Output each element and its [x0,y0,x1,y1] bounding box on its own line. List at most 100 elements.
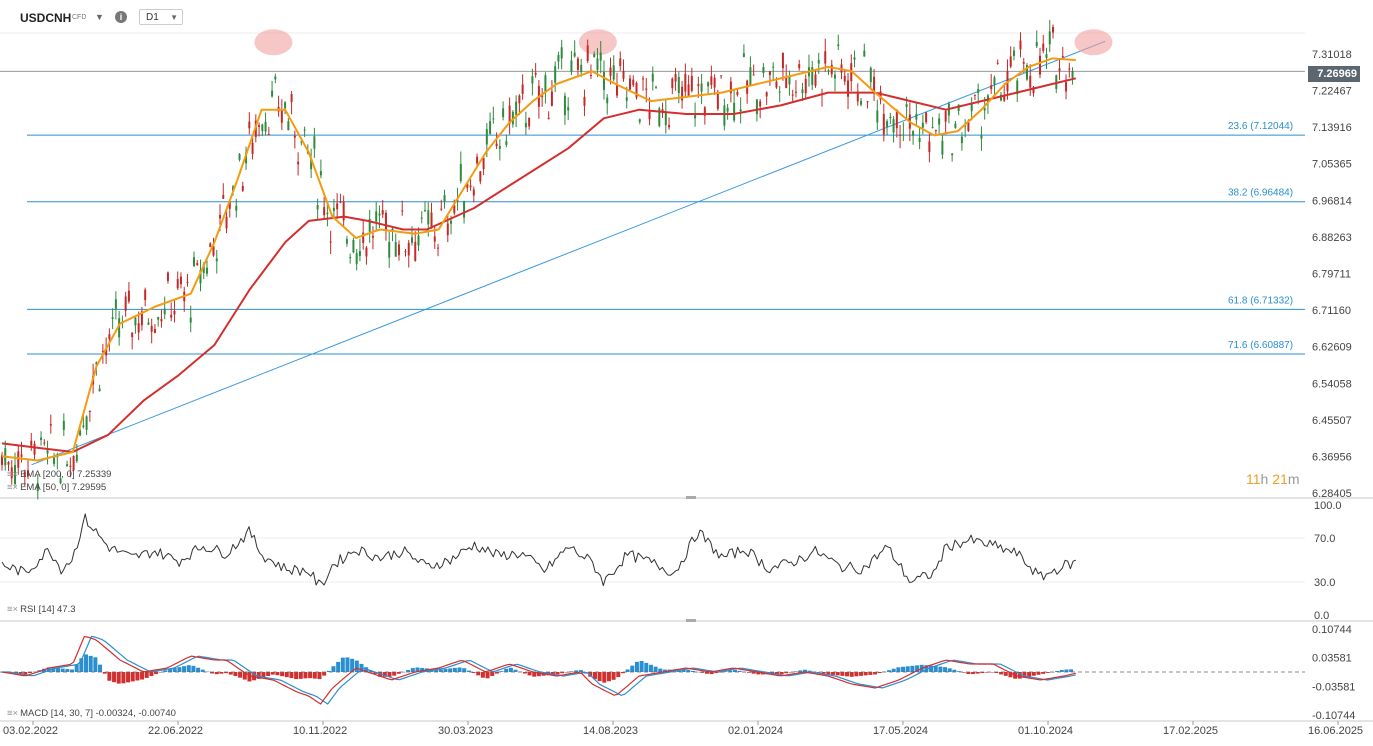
candle-body [661,109,664,112]
date-axis-label: 30.03.2023 [438,725,493,737]
candle-body [505,141,508,145]
candle-body [485,129,488,145]
candle-body [794,91,797,93]
macd-hist-bar [868,672,873,675]
candle-body [469,185,472,188]
macd-hist-bar [457,667,462,672]
candle-body [326,212,329,215]
candle-body [762,67,765,74]
legend-ema50[interactable]: ≡× EMA [50, 0] 7.29595 [7,482,106,493]
candle-body [713,77,716,88]
candle-body [394,242,397,257]
candles-group [1,19,1074,500]
candle-body [489,121,492,134]
candle-body [1058,68,1061,71]
candle-body [824,51,827,64]
macd-hist-bar [466,670,471,672]
macd-hist-bar [714,672,719,674]
candle-body [381,210,384,215]
macd-hist-bar [70,669,75,672]
macd-hist-bar [275,672,280,676]
candle-body [362,232,365,243]
macd-hist-bar [471,672,476,673]
macd-hist-bar [658,668,663,672]
settings-icon[interactable]: ≡× [7,469,19,480]
macd-hist-bar [877,672,882,674]
macd-hist-bar [798,670,803,672]
macd-hist-bar [60,668,65,672]
macd-hist-bar [560,672,565,674]
candle-body [931,127,934,129]
macd-hist-bar [1059,670,1064,672]
candle-body [1045,54,1048,58]
macd-hist-bar [298,672,303,679]
candle-body [772,66,775,68]
candle-body [602,72,605,90]
candle-body [424,210,427,212]
candle-body [284,102,287,109]
candle-body [417,235,420,246]
macd-hist-bar [88,655,93,672]
candle-body [7,462,10,465]
macd-hist-bar [350,658,355,672]
macd-hist-bar [1027,672,1032,677]
macd-hist-bar [46,667,51,672]
candle-body [160,318,163,322]
macd-hist-bar [704,672,709,674]
candle-body [114,299,117,309]
candle-body [873,76,876,93]
settings-icon[interactable]: ≡× [7,604,19,615]
candle-body [235,205,238,211]
symbol-dropdown-icon[interactable]: ▼ [95,12,104,22]
candle-body [547,117,550,120]
candle-body [977,89,980,94]
candle-body [124,296,127,311]
candle-body [75,454,78,462]
macd-hist-bar [140,672,145,680]
fib-level-label: 71.6 (6.60887) [1228,340,1293,351]
info-icon[interactable]: i [115,11,127,23]
candle-body [879,91,882,100]
candle-body [310,157,313,170]
macd-hist-bar [84,654,89,672]
candle-body [293,135,296,138]
macd-hist-bar [807,670,812,672]
macd-hist-bar [1064,669,1069,672]
macd-hist-bar [831,672,836,675]
candle-body [781,52,784,69]
candle-body [414,241,417,261]
timeframe-select[interactable]: D1 ▼ [139,9,183,25]
macd-hist-bar [718,672,723,673]
candle-body [899,134,902,136]
macd-hist-bar [354,660,359,672]
candle-body [573,52,576,57]
candle-body [303,129,306,131]
settings-icon[interactable]: ≡× [7,482,19,493]
candle-body [215,258,218,262]
date-axis-label: 03.02.2022 [3,725,58,737]
legend-ema200[interactable]: ≡× EMA [200, 0] 7.25339 [7,469,111,480]
macd-hist-bar [56,668,61,672]
candle-body [524,123,527,128]
price-axis-label: 7.13916 [1312,122,1352,134]
candle-body [1071,71,1074,78]
legend-rsi[interactable]: ≡× RSI [14] 47.3 [7,604,76,615]
candle-body [371,235,374,238]
macd-hist-bar [368,670,373,672]
candle-body [85,416,88,430]
candle-body [27,470,30,476]
candle-body [700,83,703,92]
symbol-label[interactable]: USDCNH [20,11,72,25]
settings-icon[interactable]: ≡× [7,708,19,719]
macd-hist-bar [270,672,275,675]
macd-hist-bar [154,672,159,675]
candle-body [960,136,963,144]
candle-body [189,317,192,323]
macd-hist-bar [1008,672,1013,678]
candle-body [10,467,13,479]
legend-macd[interactable]: ≡× MACD [14, 30, 7] -0.00324, -0.00740 [7,708,176,719]
macd-hist-bar [448,668,453,672]
candle-body [1061,56,1064,58]
macd-hist-bar [214,672,219,675]
